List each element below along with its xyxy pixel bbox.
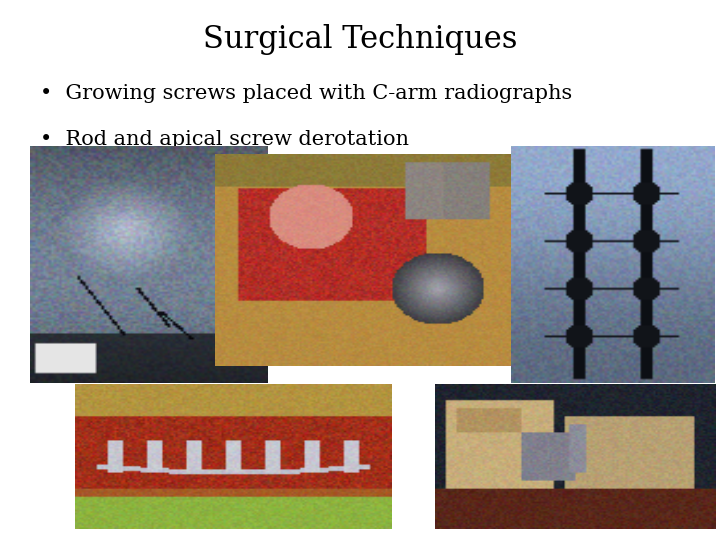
Text: •  Growing screws placed with C-arm radiographs: • Growing screws placed with C-arm radio… bbox=[40, 84, 572, 103]
Text: Surgical Techniques: Surgical Techniques bbox=[203, 24, 517, 55]
Text: •  Rod and apical screw derotation: • Rod and apical screw derotation bbox=[40, 130, 409, 148]
